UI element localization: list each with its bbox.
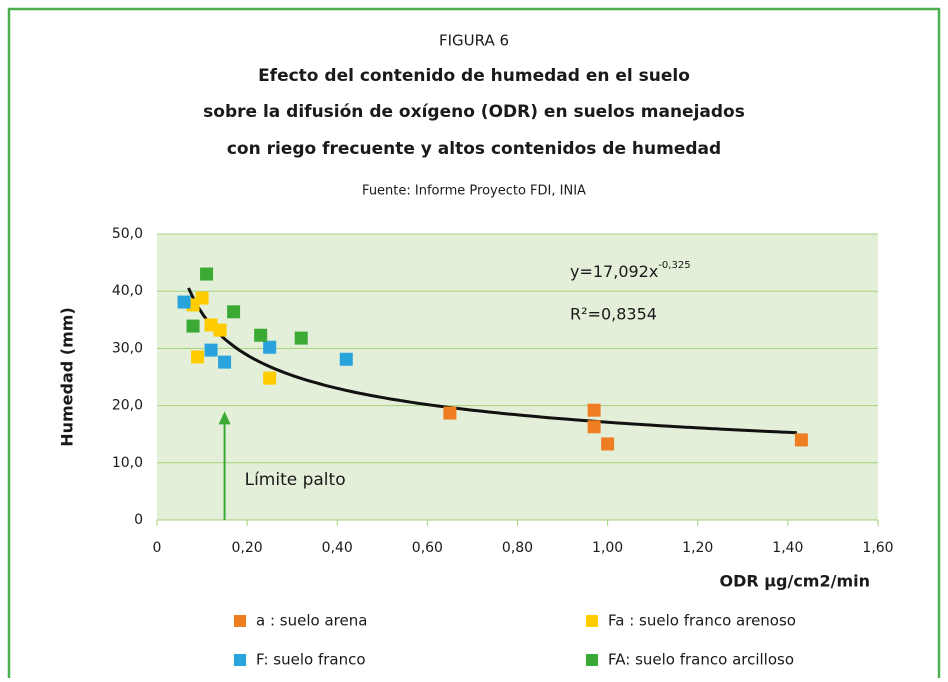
point — [339, 352, 353, 366]
x-tick-label: 1,00 — [592, 540, 623, 556]
chart-title: sobre la difusión de oxígeno (ODR) en su… — [203, 102, 745, 122]
legend-swatch — [586, 654, 598, 666]
x-tick-label: 1,20 — [682, 540, 713, 556]
y-axis-label: Humedad (mm) — [58, 307, 77, 447]
x-tick-label: 0 — [153, 540, 162, 556]
chart-title: con riego frecuente y altos contenidos d… — [227, 139, 721, 159]
legend-swatch — [586, 615, 598, 627]
point — [191, 350, 205, 364]
r-squared: R²=0,8354 — [570, 305, 657, 324]
legend-label: FA: suelo franco arcilloso — [608, 651, 794, 669]
equation-text: y=17,092x — [570, 262, 658, 281]
point — [227, 305, 241, 319]
point — [587, 403, 601, 417]
point — [186, 319, 200, 333]
point — [195, 291, 209, 305]
point — [794, 433, 808, 447]
y-tick-label: 10,0 — [112, 455, 143, 471]
point — [213, 323, 227, 337]
x-tick-label: 1,40 — [772, 540, 803, 556]
point — [254, 328, 268, 342]
legend-label: F: suelo franco — [256, 651, 366, 669]
annotation-arrowhead — [218, 411, 231, 425]
point — [177, 295, 191, 309]
trendline — [187, 287, 797, 435]
point — [204, 343, 218, 357]
point — [200, 267, 214, 281]
x-tick-label: 0,40 — [322, 540, 353, 556]
plot-area — [157, 234, 878, 520]
legend-label: a : suelo arena — [256, 612, 367, 630]
x-tick-label: 0,60 — [412, 540, 443, 556]
point — [218, 355, 232, 369]
trend-equation: y=17,092x-0,325 — [570, 260, 691, 281]
y-tick-label: 40,0 — [112, 283, 143, 299]
point — [263, 371, 277, 385]
y-tick-label: 0 — [134, 512, 143, 528]
x-tick-label: 1,60 — [862, 540, 893, 556]
equation-exponent: -0,325 — [658, 260, 690, 271]
x-axis-label: ODR µg/cm2/min — [719, 572, 870, 591]
point — [294, 331, 308, 345]
x-tick-label: 0,20 — [232, 540, 263, 556]
y-tick-label: 20,0 — [112, 398, 143, 414]
figure-label: FIGURA 6 — [439, 32, 509, 50]
point — [263, 340, 277, 354]
annotation-text: Límite palto — [245, 470, 346, 490]
subtitle: Fuente: Informe Proyecto FDI, INIA — [362, 184, 586, 199]
point — [443, 406, 457, 420]
point — [587, 420, 601, 434]
legend-swatch — [234, 615, 246, 627]
x-tick-label: 0,80 — [502, 540, 533, 556]
y-tick-label: 30,0 — [112, 340, 143, 356]
chart-title: Efecto del contenido de humedad en el su… — [258, 66, 690, 86]
point — [601, 437, 615, 451]
legend-label: Fa : suelo franco arenoso — [608, 612, 796, 630]
y-tick-label: 50,0 — [112, 226, 143, 242]
legend-swatch — [234, 654, 246, 666]
